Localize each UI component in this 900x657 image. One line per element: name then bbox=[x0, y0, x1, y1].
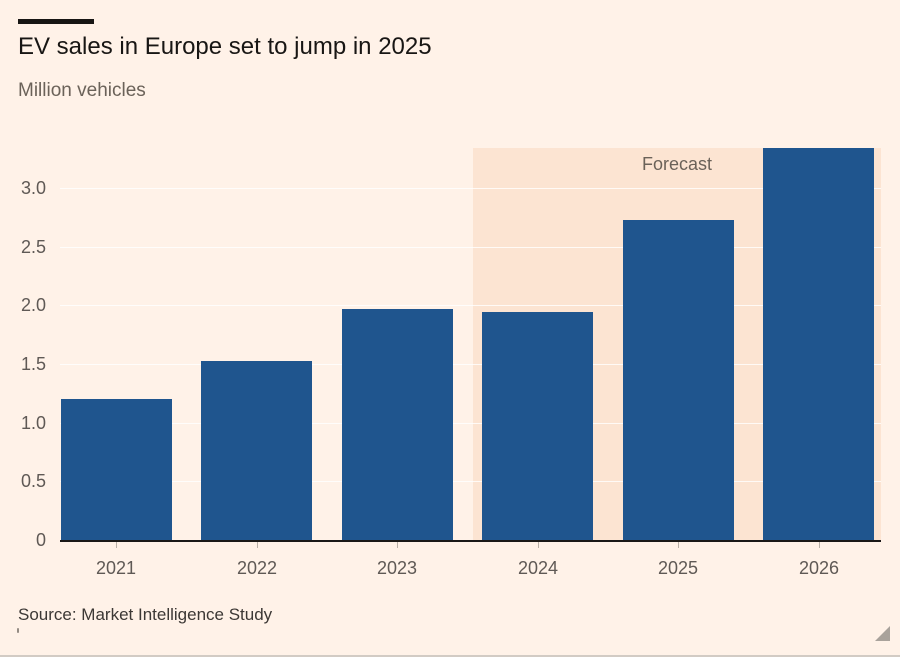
y-tick-label: 2.0 bbox=[20, 295, 46, 315]
gridline-1.0 bbox=[60, 423, 881, 424]
bar-2025 bbox=[623, 220, 734, 540]
x-tick bbox=[819, 542, 820, 548]
x-tick-label-2024: 2024 bbox=[517, 558, 559, 578]
y-tick-label: 1.5 bbox=[20, 354, 46, 374]
resize-handle-icon[interactable] bbox=[875, 626, 890, 641]
forecast-label: Forecast bbox=[641, 154, 713, 174]
x-tick bbox=[257, 542, 258, 548]
gridline-1.5 bbox=[60, 364, 881, 365]
x-tick bbox=[538, 542, 539, 548]
y-tick-label: 3.0 bbox=[20, 178, 46, 198]
chart-units-label: Million vehicles bbox=[18, 80, 146, 101]
bar-2021 bbox=[61, 399, 172, 540]
gridline-3.0 bbox=[60, 188, 881, 189]
y-tick-label: 0.5 bbox=[20, 471, 46, 491]
gridline-2.0 bbox=[60, 305, 881, 306]
x-tick bbox=[678, 542, 679, 548]
title-rule bbox=[18, 19, 94, 24]
x-axis-line bbox=[60, 540, 881, 542]
x-tick-label-2026: 2026 bbox=[798, 558, 840, 578]
x-tick bbox=[397, 542, 398, 548]
x-tick-label-2022: 2022 bbox=[236, 558, 278, 578]
stray-mark bbox=[17, 628, 19, 633]
y-tick-label: 1.0 bbox=[20, 413, 46, 433]
y-tick-label: 2.5 bbox=[20, 237, 46, 257]
bar-2022 bbox=[201, 361, 312, 540]
bar-2026 bbox=[763, 148, 874, 540]
bar-2023 bbox=[342, 309, 453, 540]
x-tick-label-2021: 2021 bbox=[95, 558, 137, 578]
y-tick-label: 0 bbox=[35, 530, 46, 550]
bar-2024 bbox=[482, 312, 593, 540]
chart-title: EV sales in Europe set to jump in 2025 bbox=[18, 33, 432, 60]
x-tick-label-2023: 2023 bbox=[376, 558, 418, 578]
bottom-divider bbox=[0, 655, 900, 657]
gridline-2.5 bbox=[60, 247, 881, 248]
x-tick-label-2025: 2025 bbox=[657, 558, 699, 578]
source-text: Source: Market Intelligence Study bbox=[18, 605, 273, 624]
x-tick bbox=[116, 542, 117, 548]
gridline-0.5 bbox=[60, 481, 881, 482]
